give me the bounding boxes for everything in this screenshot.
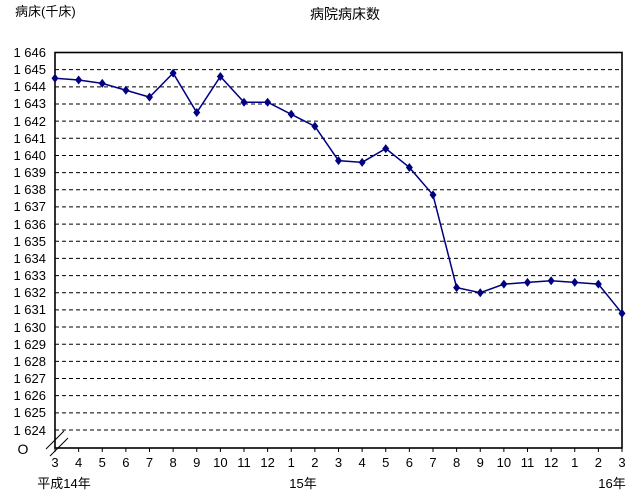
data-point	[524, 277, 531, 287]
plot-frame	[54, 51, 623, 449]
x-tick-label: 5	[98, 455, 106, 470]
x-tick-label: 8	[453, 455, 461, 470]
y-tick-label: 1 625	[13, 405, 46, 421]
y-tick-label: 1 635	[13, 233, 46, 249]
x-tick-label: 3	[51, 455, 59, 470]
y-tick-label: 1 630	[13, 319, 46, 335]
y-tick-label: 1 641	[13, 130, 46, 146]
y-tick-label: 1 639	[13, 165, 46, 181]
x-tick-label: 8	[169, 455, 177, 470]
x-tick-label: 12	[260, 455, 275, 470]
y-tick-label: 1 643	[13, 96, 46, 112]
data-point	[240, 97, 248, 107]
chart-title: 病院病床数	[310, 6, 380, 22]
data-point	[216, 72, 224, 82]
data-point	[500, 279, 508, 289]
y-tick-label: 1 627	[13, 371, 46, 387]
x-tick-label: 1	[571, 455, 579, 470]
x-tick-label: 10	[496, 455, 512, 470]
x-tick-label: 1	[287, 455, 295, 470]
y-tick-label: 1 642	[13, 113, 46, 129]
y-tick-label: 1 634	[13, 250, 46, 266]
data-point	[75, 75, 83, 85]
year-label: 15年	[289, 476, 317, 491]
y-tick-label: 1 638	[13, 182, 46, 198]
y-tick-label: 1 645	[13, 62, 46, 78]
data-point	[618, 308, 626, 318]
data-point	[594, 279, 602, 289]
data-point	[453, 283, 461, 293]
x-tick-label: 6	[122, 455, 130, 470]
x-tick-label: 4	[75, 455, 83, 470]
data-point	[382, 144, 390, 154]
x-tick-label: 12	[543, 455, 559, 470]
x-tick-label: 3	[334, 455, 343, 470]
data-point	[98, 78, 106, 88]
data-point	[287, 109, 295, 119]
year-label: 16年	[598, 476, 626, 491]
x-tick-label: 10	[213, 455, 228, 470]
x-tick-label: 6	[405, 455, 413, 470]
x-tick-label: 2	[594, 455, 602, 470]
y-tick-label: 1 636	[13, 216, 46, 232]
x-tick-label: 2	[311, 455, 319, 470]
data-point	[547, 276, 555, 286]
y-tick-label: 1 624	[13, 422, 46, 438]
x-tick-label: 11	[520, 455, 535, 470]
data-point	[193, 108, 201, 118]
data-point	[405, 162, 413, 172]
x-tick-label: 7	[145, 455, 154, 470]
y-tick-label: 1 631	[13, 302, 46, 318]
data-point	[146, 92, 153, 102]
x-tick-label: 4	[358, 455, 366, 470]
data-line	[54, 71, 623, 314]
y-tick-label: 1 644	[13, 79, 46, 95]
data-point	[476, 288, 484, 298]
data-point	[358, 157, 366, 167]
y-tick-label: 1 632	[13, 285, 46, 301]
data-point	[264, 97, 272, 107]
axis-break-icon	[49, 437, 69, 457]
x-tick-label: 7	[429, 455, 437, 470]
y-tick-label: 1 640	[13, 147, 46, 163]
data-point	[571, 277, 579, 287]
y-tick-label: 1 633	[13, 268, 46, 284]
x-tick-label: 5	[382, 455, 390, 470]
x-tick-label: 3	[618, 455, 626, 470]
data-point	[51, 73, 59, 83]
axis-break-icon	[45, 430, 65, 450]
x-tick-label: 9	[193, 455, 201, 470]
axis-zero-label: O	[17, 441, 29, 457]
data-point	[429, 190, 437, 200]
x-tick-label: 11	[237, 455, 251, 470]
y-tick-label: 1 626	[13, 388, 46, 404]
data-point	[311, 121, 319, 131]
data-point	[335, 156, 342, 166]
y-tick-label: 1 628	[13, 353, 46, 369]
x-tick-label: 9	[476, 455, 484, 470]
data-point	[169, 68, 177, 78]
data-point	[122, 85, 130, 95]
y-tick-label: 1 629	[13, 336, 46, 352]
y-axis-title: 病床(千床)	[15, 4, 76, 19]
y-tick-label: 1 646	[13, 45, 46, 60]
year-label: 平成14年	[37, 476, 91, 491]
y-tick-label: 1 637	[13, 199, 46, 215]
